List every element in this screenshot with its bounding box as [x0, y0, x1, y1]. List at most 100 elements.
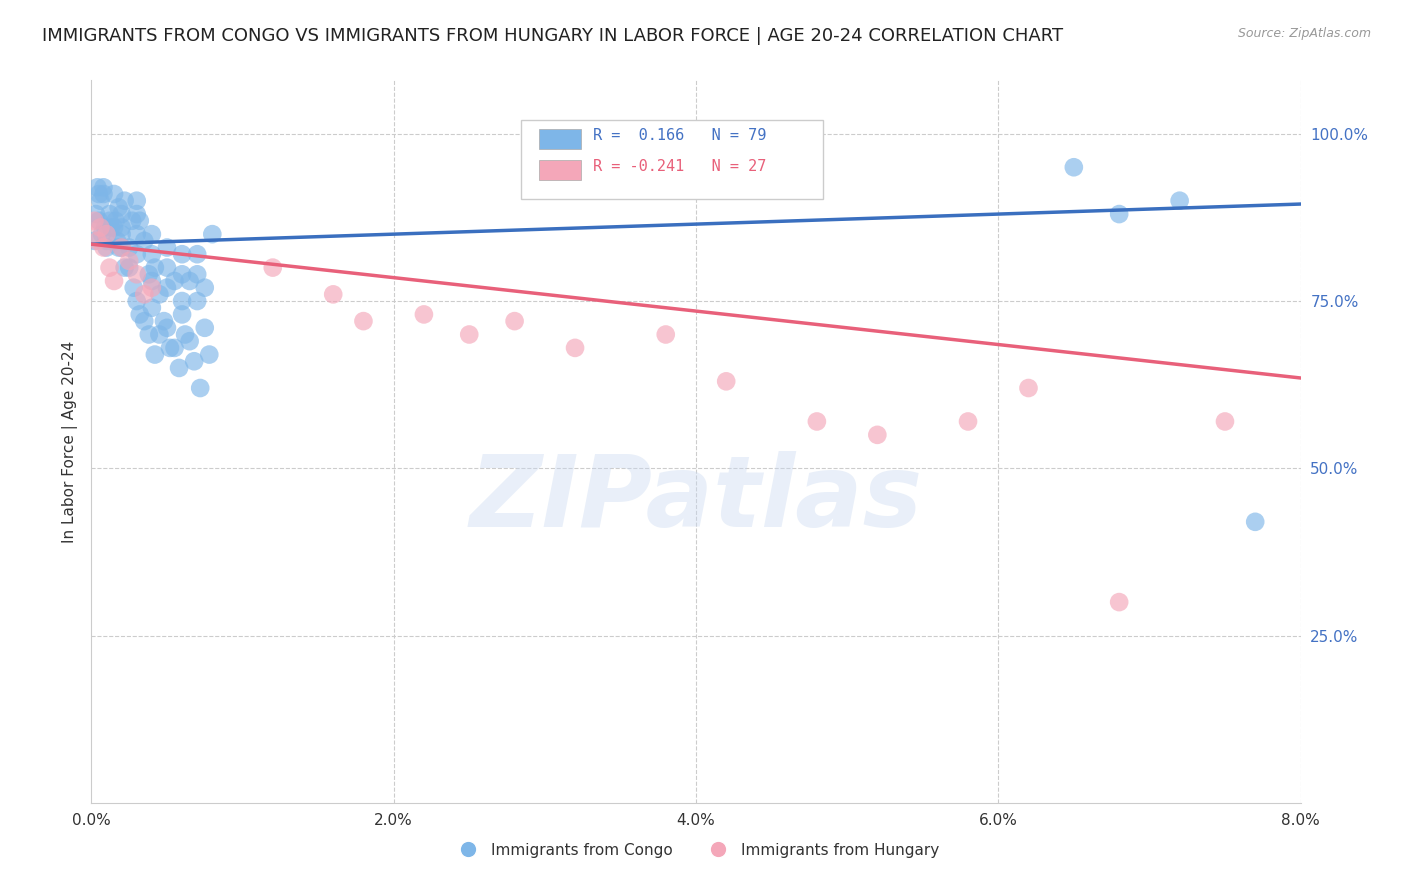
Point — [103, 220, 125, 235]
Point — [134, 287, 156, 301]
Point — [1063, 161, 1085, 175]
Point — [179, 334, 201, 349]
Point — [148, 287, 170, 301]
Bar — [538, 128, 581, 149]
Point — [103, 274, 125, 288]
Point — [714, 375, 737, 389]
Point — [866, 427, 889, 442]
Point — [138, 268, 160, 282]
Point — [93, 180, 115, 194]
Point — [111, 241, 132, 255]
Point — [172, 268, 194, 282]
Point — [94, 220, 117, 235]
Point — [96, 234, 118, 248]
Point — [122, 281, 145, 295]
Point — [125, 194, 148, 208]
Point — [1108, 595, 1130, 609]
Point — [163, 341, 186, 355]
Point — [125, 227, 148, 242]
Point — [1108, 207, 1130, 221]
Text: ZIPatlas: ZIPatlas — [470, 450, 922, 548]
Point — [141, 274, 163, 288]
Point — [172, 294, 194, 309]
Point — [125, 207, 148, 221]
Point — [141, 281, 163, 295]
Point — [84, 207, 107, 221]
Point — [114, 260, 136, 275]
Point — [654, 327, 676, 342]
Point — [172, 247, 194, 261]
Legend: Immigrants from Congo, Immigrants from Hungary: Immigrants from Congo, Immigrants from H… — [446, 837, 946, 863]
Point — [194, 321, 217, 335]
Point — [262, 260, 284, 275]
Point — [118, 260, 141, 275]
Point — [128, 307, 150, 322]
Point — [107, 241, 129, 255]
Point — [148, 327, 170, 342]
Point — [93, 187, 115, 202]
Point — [194, 281, 217, 295]
Point — [111, 207, 132, 221]
Point — [105, 234, 128, 248]
Text: R = -0.241   N = 27: R = -0.241 N = 27 — [593, 160, 766, 175]
Point — [141, 247, 163, 261]
Point — [121, 214, 143, 228]
Point — [141, 301, 163, 315]
Point — [956, 414, 979, 429]
FancyBboxPatch shape — [520, 120, 823, 200]
Text: Source: ZipAtlas.com: Source: ZipAtlas.com — [1237, 27, 1371, 40]
Point — [87, 187, 110, 202]
Point — [111, 227, 132, 242]
Point — [96, 241, 118, 255]
Point — [186, 294, 208, 309]
Bar — [538, 160, 581, 180]
Point — [118, 241, 141, 255]
Point — [111, 220, 132, 235]
Point — [156, 241, 179, 255]
Point — [352, 314, 374, 328]
Point — [86, 234, 108, 248]
Point — [91, 227, 114, 242]
Point — [188, 381, 211, 395]
Point — [156, 321, 179, 335]
Point — [87, 214, 110, 228]
Point — [186, 247, 208, 261]
Point — [1018, 381, 1040, 395]
Point — [1213, 414, 1236, 429]
Point — [179, 274, 201, 288]
Point — [111, 241, 132, 255]
Point — [1168, 194, 1191, 208]
Point — [172, 307, 194, 322]
Point — [143, 260, 166, 275]
Point — [125, 268, 148, 282]
Point — [118, 254, 141, 268]
Point — [134, 234, 156, 248]
Point — [198, 348, 221, 362]
Point — [114, 194, 136, 208]
Point — [186, 268, 208, 282]
Point — [107, 201, 129, 215]
Point — [159, 341, 181, 355]
Point — [458, 327, 481, 342]
Point — [201, 227, 224, 242]
Y-axis label: In Labor Force | Age 20-24: In Labor Force | Age 20-24 — [62, 341, 77, 542]
Point — [503, 314, 526, 328]
Point — [413, 307, 436, 322]
Point — [125, 247, 148, 261]
Point — [1244, 515, 1267, 529]
Text: IMMIGRANTS FROM CONGO VS IMMIGRANTS FROM HUNGARY IN LABOR FORCE | AGE 20-24 CORR: IMMIGRANTS FROM CONGO VS IMMIGRANTS FROM… — [42, 27, 1063, 45]
Point — [183, 354, 205, 368]
Point — [134, 314, 156, 328]
Point — [153, 314, 176, 328]
Point — [138, 327, 160, 342]
Point — [98, 214, 121, 228]
Point — [156, 260, 179, 275]
Point — [96, 227, 118, 242]
Point — [98, 207, 121, 221]
Point — [167, 361, 190, 376]
Point — [93, 241, 115, 255]
Point — [156, 281, 179, 295]
Point — [89, 220, 111, 235]
Point — [322, 287, 344, 301]
Point — [104, 214, 127, 228]
